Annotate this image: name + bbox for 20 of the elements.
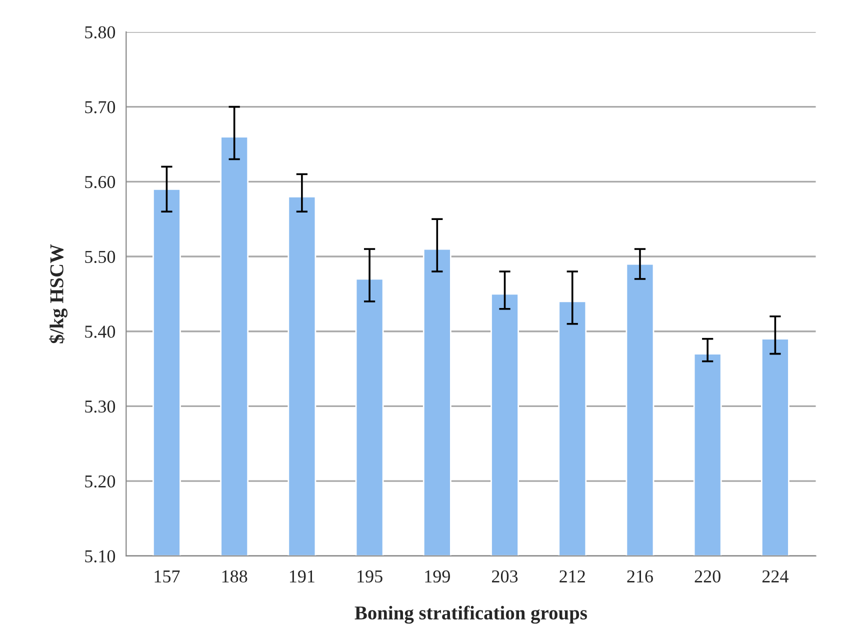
- y-tick-label: 5.80: [85, 26, 116, 38]
- y-tick-label: 5.30: [85, 400, 116, 413]
- x-tick-label: 191: [290, 570, 314, 583]
- x-tick-label: 212: [560, 570, 585, 582]
- x-tick-label: 203: [492, 570, 518, 583]
- x-tick-label: 220: [694, 570, 720, 583]
- x-axis-title: Boning stratification groups: [354, 606, 587, 624]
- y-tick-label: 5.50: [85, 250, 116, 264]
- y-tick-label: 5.70: [85, 101, 116, 114]
- x-tick-label: 157: [154, 570, 180, 583]
- x-tick-label: 188: [222, 570, 248, 583]
- y-tick-label: 5.20: [85, 475, 116, 488]
- x-tick-label: 216: [627, 570, 653, 583]
- y-tick-label: 5.60: [85, 176, 116, 188]
- y-axis-title: $/kg HSCW: [49, 244, 68, 344]
- y-tick-label: 5.10: [85, 550, 116, 562]
- x-tick-label: 199: [425, 570, 450, 583]
- x-tick-label: 195: [358, 570, 382, 583]
- y-tick-label: 5.40: [85, 326, 116, 338]
- x-tick-label: 224: [762, 570, 788, 582]
